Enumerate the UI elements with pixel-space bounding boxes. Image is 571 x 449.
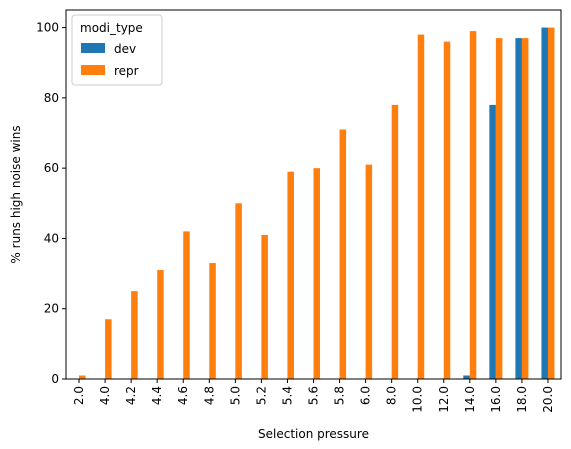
bar-dev-18.0 (515, 38, 522, 379)
x-tick-label: 5.0 (228, 386, 242, 405)
x-tick-label: 4.2 (124, 386, 138, 405)
bar-repr-4.8 (209, 263, 216, 379)
bar-repr-5.0 (235, 203, 242, 379)
x-tick-label: 14.0 (463, 386, 477, 413)
y-tick-label: 20 (44, 302, 59, 316)
x-tick-label: 5.2 (254, 386, 268, 405)
bar-dev-14.0 (463, 375, 470, 379)
x-tick-label: 5.8 (333, 386, 347, 405)
x-tick-label: 5.4 (280, 386, 294, 405)
bar-repr-5.8 (339, 129, 347, 379)
legend-title: modi_type (80, 21, 143, 35)
bar-repr-16.0 (495, 38, 503, 379)
bar-repr-4.0 (105, 319, 112, 379)
bar-repr-6.0 (365, 164, 373, 379)
bar-repr-4.2 (131, 291, 138, 379)
bar-repr-12.0 (443, 41, 451, 379)
bar-repr-10.0 (417, 34, 425, 379)
x-tick-label: 20.0 (541, 386, 555, 413)
bar-repr-5.4 (287, 171, 294, 379)
legend-swatch-dev (81, 43, 105, 53)
y-tick-label: 40 (44, 231, 59, 245)
x-tick-label: 8.0 (385, 386, 399, 405)
bar-repr-2.0 (79, 375, 86, 379)
bar-repr-20.0 (547, 27, 555, 379)
legend-items: dev repr (81, 42, 139, 78)
bar-repr-5.6 (313, 168, 321, 379)
x-tick-label: 18.0 (515, 386, 529, 413)
bar-repr-8.0 (391, 104, 399, 379)
bar-repr-4.6 (183, 231, 190, 379)
bar-repr-5.2 (261, 234, 268, 379)
x-tick-label: 4.4 (150, 386, 164, 405)
bars-layer (79, 27, 555, 379)
bar-dev-16.0 (489, 104, 496, 379)
x-tick-label: 2.0 (72, 386, 86, 405)
y-tick-label: 80 (44, 91, 59, 105)
x-tick-label: 4.0 (98, 386, 112, 405)
y-tick-label: 0 (51, 372, 59, 386)
x-tick-label: 5.6 (307, 386, 321, 405)
legend: modi_type dev repr (71, 14, 163, 86)
bar-repr-14.0 (469, 31, 477, 379)
y-tick-label: 60 (44, 161, 59, 175)
legend-label-repr: repr (114, 64, 139, 78)
bar-dev-20.0 (541, 27, 548, 379)
x-axis-label: Selection pressure (258, 427, 369, 441)
x-tick-label: 16.0 (489, 386, 503, 413)
x-axis: 2.0 4.0 4.2 4.4 4.6 4.8 5.0 5.2 5.4 5.6 5.8 6.0 8.0 1… (72, 379, 555, 413)
x-tick-label: 6.0 (359, 386, 373, 405)
y-axis: 0 20 40 60 80 100 (36, 21, 66, 386)
bar-repr-4.4 (157, 270, 164, 379)
x-tick-label: 4.6 (176, 386, 190, 405)
bar-repr-18.0 (521, 38, 529, 379)
y-axis-label: % runs high noise wins (9, 125, 23, 263)
legend-swatch-repr (81, 65, 105, 75)
x-tick-label: 10.0 (411, 386, 425, 413)
plot-frame (65, 9, 562, 380)
x-tick-label: 4.8 (202, 386, 216, 405)
x-tick-label: 12.0 (437, 386, 451, 413)
legend-label-dev: dev (114, 42, 136, 56)
y-tick-label: 100 (36, 21, 59, 35)
